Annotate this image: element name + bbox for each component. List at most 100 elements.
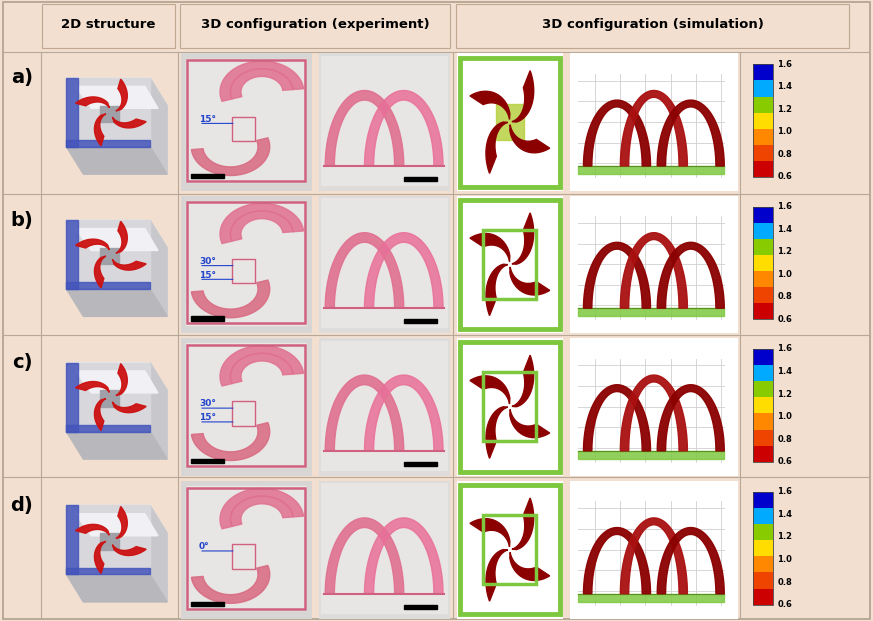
Polygon shape [191,316,224,320]
Polygon shape [113,402,146,413]
Bar [753,381,773,397]
Polygon shape [496,104,524,140]
Text: 0.8: 0.8 [777,150,792,159]
Polygon shape [657,100,725,166]
Polygon shape [321,483,447,613]
Text: 30°: 30° [199,399,216,409]
Bar [753,112,773,129]
Text: d): d) [10,496,33,515]
Polygon shape [657,385,725,451]
Polygon shape [457,196,563,333]
Text: 1.0: 1.0 [777,127,792,137]
Bar [188,345,306,466]
Polygon shape [579,308,725,316]
Polygon shape [66,568,150,574]
Bar [753,96,773,112]
Polygon shape [76,514,158,536]
Polygon shape [570,338,738,476]
Polygon shape [94,256,106,288]
Text: 1.0: 1.0 [777,270,792,279]
Bar [753,556,773,573]
Polygon shape [186,201,306,325]
Text: 0.6: 0.6 [777,173,792,181]
Text: 1.2: 1.2 [777,389,793,399]
Polygon shape [325,91,403,166]
Bar [188,60,306,181]
Polygon shape [66,78,150,147]
Bar [753,524,773,540]
Polygon shape [404,605,436,609]
Polygon shape [191,566,270,604]
Polygon shape [230,69,293,99]
Polygon shape [181,481,312,619]
Polygon shape [186,59,306,183]
Bar [753,161,773,177]
Polygon shape [657,528,725,594]
Polygon shape [321,340,447,470]
Text: 15°: 15° [199,271,216,279]
Polygon shape [66,289,168,316]
Text: 1.2: 1.2 [777,105,793,114]
Polygon shape [66,147,168,174]
Polygon shape [510,552,550,581]
Bar [753,414,773,430]
Polygon shape [191,280,270,318]
Text: 1.4: 1.4 [777,225,793,233]
Bar [753,365,773,381]
Bar [484,373,537,441]
Polygon shape [230,211,293,241]
Polygon shape [66,363,150,432]
Bar [753,492,773,605]
Polygon shape [113,260,146,270]
Polygon shape [486,407,508,458]
Text: 1.4: 1.4 [777,510,793,519]
Bar [753,349,773,462]
Bar [753,129,773,145]
Text: 1.4: 1.4 [777,367,793,376]
Text: 0.6: 0.6 [777,458,792,466]
Polygon shape [76,524,109,535]
Polygon shape [113,117,146,128]
Polygon shape [76,97,109,107]
Text: b): b) [10,211,33,230]
Polygon shape [66,363,168,390]
Polygon shape [230,496,293,527]
Polygon shape [100,106,119,122]
Text: 0.6: 0.6 [777,601,792,609]
Bar [753,207,773,223]
Polygon shape [191,174,224,178]
Polygon shape [621,375,687,451]
Text: 1.6: 1.6 [777,60,793,69]
Polygon shape [66,78,168,106]
Polygon shape [404,462,436,466]
Bar [753,397,773,414]
Polygon shape [66,363,79,432]
Polygon shape [220,203,304,243]
Polygon shape [319,196,450,333]
Bar [232,117,255,141]
Polygon shape [470,519,510,547]
Polygon shape [512,355,533,407]
Text: 0.8: 0.8 [777,292,792,301]
Polygon shape [181,53,312,191]
Polygon shape [579,594,725,602]
Polygon shape [76,239,109,250]
Polygon shape [66,505,150,574]
Polygon shape [116,79,127,111]
Polygon shape [321,198,447,327]
Polygon shape [470,91,510,119]
Bar [753,223,773,238]
Polygon shape [76,229,158,250]
Polygon shape [66,282,150,289]
Bar [753,287,773,303]
Bar [753,145,773,161]
Text: 1.0: 1.0 [777,555,792,564]
Bar [753,446,773,462]
Polygon shape [116,364,127,396]
Polygon shape [621,518,687,594]
Text: 0.8: 0.8 [777,435,792,444]
Text: a): a) [10,68,33,88]
Bar [753,65,773,177]
Polygon shape [319,338,450,476]
Polygon shape [116,221,127,253]
